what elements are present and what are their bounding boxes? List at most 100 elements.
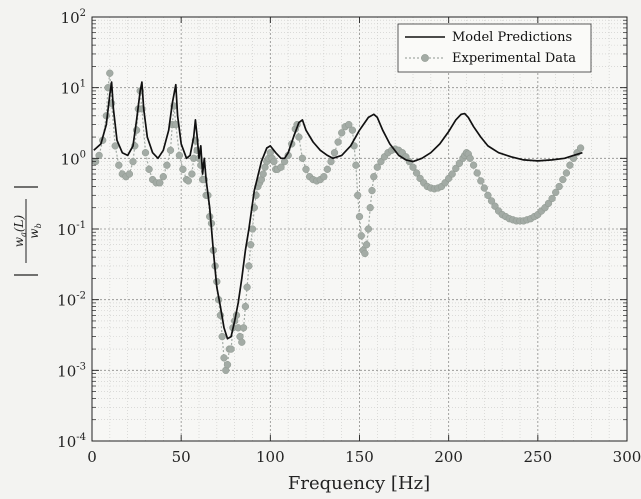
experimental-data-point xyxy=(247,241,255,249)
y-tick-label: 10-3 xyxy=(57,361,86,380)
experimental-data-point xyxy=(188,170,196,178)
experimental-data-point xyxy=(361,249,369,258)
experimental-data-point xyxy=(576,144,585,152)
experimental-data-point xyxy=(364,225,373,233)
experimental-data-point xyxy=(452,164,460,173)
x-tick-label: 250 xyxy=(524,448,553,466)
experimental-data-point xyxy=(552,188,560,197)
experimental-data-point xyxy=(159,173,167,181)
y-tick-label: 10-1 xyxy=(57,220,86,239)
y-tick-label: 10-4 xyxy=(57,432,86,451)
experimental-data-point xyxy=(555,182,563,191)
experimental-data-point xyxy=(348,126,357,134)
experimental-data-point xyxy=(248,225,257,233)
y-tick-labels: 10-4 10-3 10-2 10-1 100 101 102 xyxy=(57,8,86,451)
experimental-data-point xyxy=(480,184,488,192)
experimental-data-point xyxy=(184,177,192,185)
experimental-data-point xyxy=(125,170,134,178)
experimental-data-point xyxy=(141,149,150,157)
experimental-data-point xyxy=(239,324,248,332)
experimental-data-point xyxy=(366,204,374,212)
experimental-data-point xyxy=(352,161,360,169)
experimental-data-point xyxy=(562,169,571,177)
y-axis-label: wa(L) wb xyxy=(12,186,43,276)
x-tick-label: 0 xyxy=(87,448,97,466)
experimental-data-point xyxy=(334,138,342,146)
y-tick-label: 102 xyxy=(61,8,86,27)
experimental-data-point xyxy=(548,194,556,203)
experimental-data-point xyxy=(466,154,474,162)
experimental-data-point xyxy=(238,338,246,346)
svg-text:wb: wb xyxy=(27,223,43,238)
experimental-data-point xyxy=(179,165,187,173)
x-tick-label: 150 xyxy=(345,448,374,466)
experimental-data-point xyxy=(227,345,235,353)
legend-experimental-marker xyxy=(421,54,429,62)
experimental-data-point xyxy=(327,157,335,166)
experimental-data-point xyxy=(241,302,250,311)
experimental-data-point xyxy=(477,177,485,185)
experimental-data-point xyxy=(320,173,328,181)
experimental-data-point xyxy=(354,191,362,199)
experimental-data-point xyxy=(487,197,496,205)
experimental-data-point xyxy=(469,161,478,169)
experimental-data-point xyxy=(218,332,226,341)
x-tick-labels: 0 50 100 150 200 250 300 xyxy=(87,448,641,466)
experimental-data-point xyxy=(409,163,417,171)
x-axis-label: Frequency [Hz] xyxy=(288,473,430,494)
x-tick-label: 50 xyxy=(172,448,191,466)
experimental-data-point xyxy=(484,191,492,199)
experimental-data-point xyxy=(323,165,332,173)
x-tick-label: 100 xyxy=(256,448,285,466)
experimental-data-point xyxy=(357,232,365,240)
experimental-data-point xyxy=(298,154,307,162)
experimental-data-point xyxy=(338,129,346,137)
experimental-data-point xyxy=(345,120,353,129)
experimental-data-point xyxy=(95,151,103,160)
legend-experimental-label: Experimental Data xyxy=(452,51,576,66)
legend: Model Predictions Experimental Data xyxy=(397,23,592,73)
axis-ticks xyxy=(91,16,628,442)
experimental-data-point xyxy=(302,165,310,173)
experimental-data-point xyxy=(270,157,278,166)
experimental-data-point xyxy=(145,165,153,173)
experimental-data-point xyxy=(362,241,371,249)
experimental-data-point xyxy=(156,179,164,187)
experimental-data-point xyxy=(163,161,171,169)
experimental-data-point xyxy=(106,69,114,77)
experimental-data-point xyxy=(220,354,228,362)
model-predictions-series xyxy=(93,81,583,340)
legend-box xyxy=(397,23,592,73)
experimental-data-point xyxy=(175,151,184,160)
experimental-data-point xyxy=(448,170,456,178)
experimental-data-point xyxy=(355,212,364,221)
experimental-data-point xyxy=(277,163,285,171)
experimental-data-point xyxy=(330,149,339,157)
y-tick-label: 10-2 xyxy=(57,291,86,310)
experimental-data-point xyxy=(368,186,376,195)
y-tick-label: 100 xyxy=(61,149,86,168)
experimental-data-series xyxy=(91,69,585,374)
experimental-data-point xyxy=(245,262,253,270)
experimental-data-point xyxy=(243,283,251,291)
experimental-data-point xyxy=(544,199,553,208)
experimental-data-point xyxy=(223,361,232,369)
experimental-data-point xyxy=(280,157,289,166)
model-predictions-line xyxy=(93,81,583,340)
x-tick-label: 200 xyxy=(434,448,463,466)
experimental-data-point xyxy=(412,169,421,177)
legend-model-label: Model Predictions xyxy=(452,30,572,45)
svg-text:wa(L): wa(L) xyxy=(12,214,28,247)
experimental-data-point xyxy=(129,157,137,166)
experimental-data-point xyxy=(473,169,481,177)
experimental-data-point xyxy=(115,161,123,169)
x-tick-label: 300 xyxy=(613,448,641,466)
experimental-data-point xyxy=(559,175,567,184)
experimental-data-point xyxy=(566,161,574,169)
y-tick-label: 101 xyxy=(61,79,86,98)
experimental-data-point xyxy=(295,133,303,141)
experimental-data-point xyxy=(455,159,464,167)
experimental-data-point xyxy=(259,170,267,178)
experimental-data-point xyxy=(166,146,175,154)
